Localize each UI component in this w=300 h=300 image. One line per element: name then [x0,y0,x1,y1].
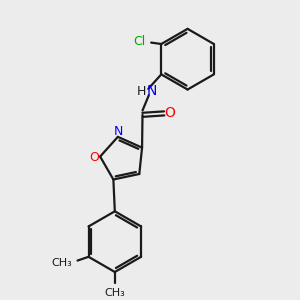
Text: CH₃: CH₃ [51,258,72,268]
Text: H: H [137,85,147,98]
Text: O: O [89,152,99,164]
Text: N: N [114,125,123,138]
Text: CH₃: CH₃ [104,288,125,298]
Text: Cl: Cl [133,35,145,49]
Text: O: O [164,106,175,120]
Text: N: N [147,84,157,98]
